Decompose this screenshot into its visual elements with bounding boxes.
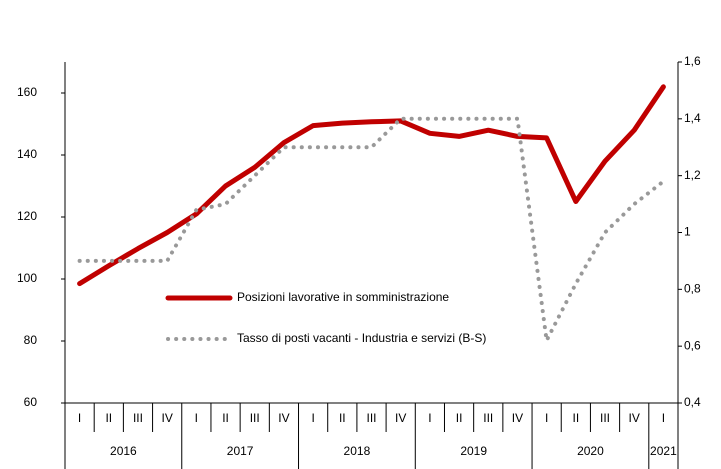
year-label: 2019	[460, 444, 487, 458]
y2-tick-label: 1,2	[684, 168, 701, 182]
series-line	[77, 84, 666, 287]
x-tick-label: III	[250, 411, 260, 425]
x-tick-label: II	[339, 411, 346, 425]
year-label: 2017	[227, 444, 254, 458]
x-tick-label: IV	[161, 411, 172, 425]
x-tick-label: I	[428, 411, 431, 425]
y2-tick-label: 1,6	[684, 54, 701, 68]
y2-tick-label: 0,4	[684, 395, 701, 409]
x-tick-label: I	[311, 411, 314, 425]
x-tick-label: IV	[395, 411, 406, 425]
x-tick-label: II	[572, 411, 579, 425]
y2-tick-label: 0,6	[684, 338, 701, 352]
y-tick-label: 80	[24, 333, 38, 347]
x-tick-label: IV	[512, 411, 523, 425]
x-tick-label: III	[600, 411, 610, 425]
legend-label: Posizioni lavorative in somministrazione	[237, 290, 449, 304]
x-tick-label: IV	[629, 411, 640, 425]
x-tick-label: II	[105, 411, 112, 425]
year-label: 2016	[110, 444, 137, 458]
y-tick-label: 160	[17, 85, 37, 99]
x-tick-label: I	[662, 411, 665, 425]
y-tick-label: 140	[17, 147, 37, 161]
x-tick-label: I	[545, 411, 548, 425]
y2-tick-label: 1,4	[684, 111, 701, 125]
x-tick-label: III	[366, 411, 376, 425]
y-tick-label: 120	[17, 209, 37, 223]
y2-tick-label: 0,8	[684, 282, 701, 296]
x-tick-label: II	[456, 411, 463, 425]
year-label: 2021	[650, 444, 677, 458]
series-line	[77, 116, 666, 343]
legend-label: Tasso di posti vacanti - Industria e ser…	[237, 331, 486, 345]
x-tick-label: IV	[278, 411, 289, 425]
year-label: 2018	[344, 444, 371, 458]
x-tick-label: I	[195, 411, 198, 425]
x-tick-label: III	[483, 411, 493, 425]
y-tick-label: 60	[24, 395, 38, 409]
y2-tick-label: 1	[684, 225, 691, 239]
y-tick-label: 100	[17, 271, 37, 285]
x-tick-label: II	[222, 411, 229, 425]
x-tick-label: III	[133, 411, 143, 425]
year-label: 2020	[577, 444, 604, 458]
x-tick-label: I	[78, 411, 81, 425]
